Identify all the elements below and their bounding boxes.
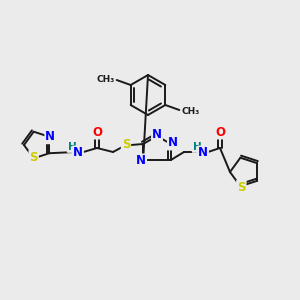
Text: H: H xyxy=(193,142,201,152)
Text: O: O xyxy=(92,125,102,139)
Text: N: N xyxy=(45,130,55,143)
Text: N: N xyxy=(168,136,178,149)
Text: N: N xyxy=(73,146,83,160)
Text: N: N xyxy=(136,154,146,167)
Text: S: S xyxy=(122,139,130,152)
Text: H: H xyxy=(68,142,76,152)
Text: N: N xyxy=(152,128,162,142)
Text: CH₃: CH₃ xyxy=(96,74,115,83)
Text: CH₃: CH₃ xyxy=(181,106,200,116)
Text: S: S xyxy=(237,181,246,194)
Text: S: S xyxy=(29,151,38,164)
Text: O: O xyxy=(215,125,225,139)
Text: N: N xyxy=(198,146,208,160)
